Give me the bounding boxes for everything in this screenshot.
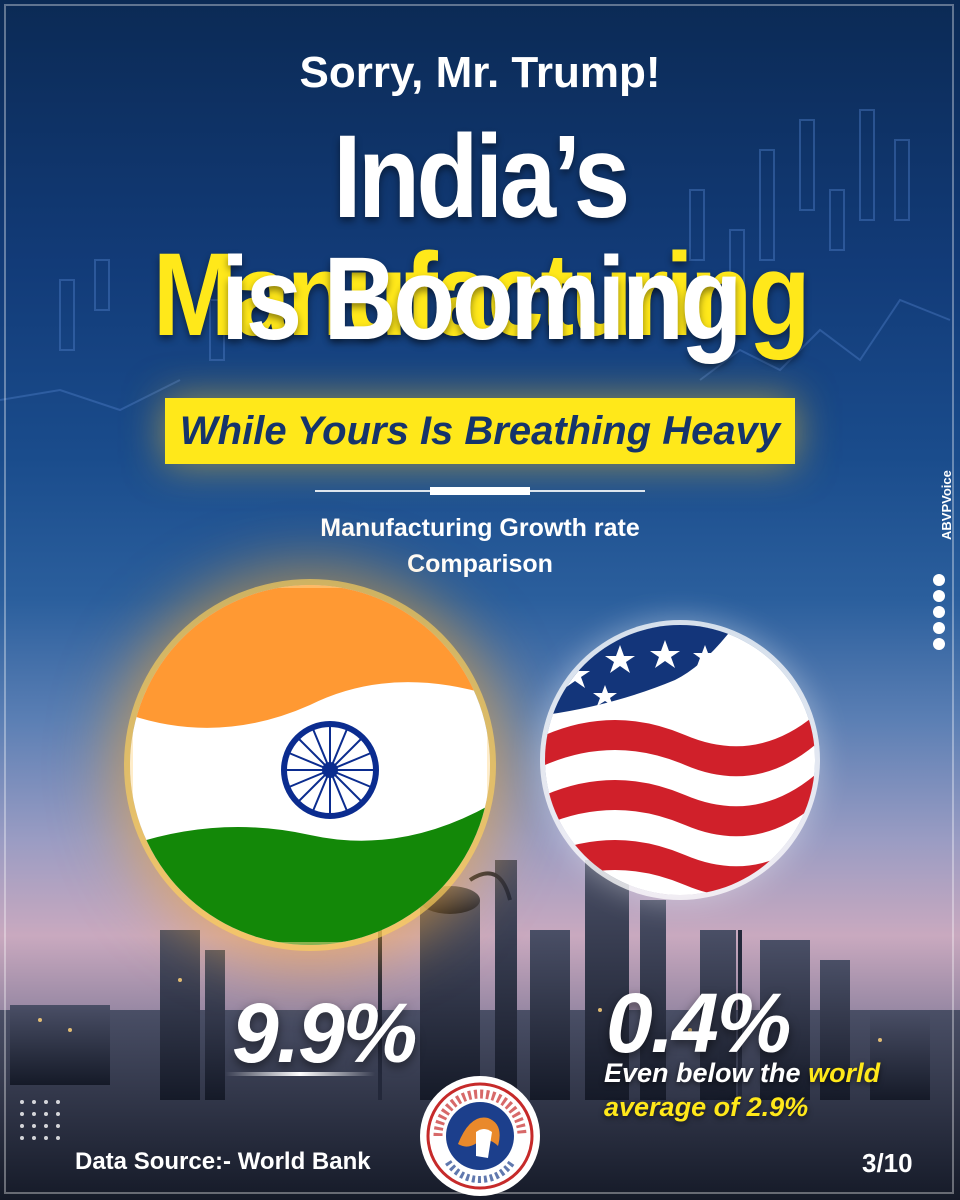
usa-note-part-2: average of 2.9%	[604, 1092, 809, 1122]
caption-line-1: Manufacturing Growth rate	[320, 514, 640, 542]
divider-accent	[430, 487, 530, 495]
social-icons	[933, 574, 945, 650]
dot-grid-decoration	[20, 1100, 60, 1140]
headline-line-2: is Booming	[220, 233, 743, 365]
usa-note-highlight: world	[808, 1058, 881, 1088]
usa-note-part-1: Even below the	[604, 1058, 801, 1088]
page-number: 3/10	[862, 1148, 913, 1178]
banner-text: While Yours Is Breathing Heavy	[179, 408, 781, 453]
india-flag-icon	[130, 585, 490, 945]
india-growth-rate: 9.9%	[232, 986, 417, 1080]
headline-line-1: India’s Manufacturing	[67, 118, 893, 354]
caption-line-2: Comparison	[407, 550, 553, 578]
usa-note: Even below the world average of 2.9%	[604, 1056, 894, 1124]
comparison-caption: Manufacturing Growth rate Comparison	[0, 510, 960, 582]
india-rate-underline	[225, 1072, 375, 1076]
usa-flag-icon	[545, 625, 815, 895]
usa-growth-rate: 0.4%	[606, 976, 791, 1070]
data-source: Data Source:- World Bank	[75, 1148, 371, 1175]
abvp-logo	[420, 1076, 540, 1196]
headline-highlight: Manufacturing	[152, 229, 811, 361]
subtitle: Sorry, Mr. Trump!	[299, 48, 661, 97]
social-handle: ABVPVoice	[939, 470, 954, 540]
banner: While Yours Is Breathing Heavy	[165, 398, 795, 464]
headline-part-india: India’s	[333, 111, 630, 243]
